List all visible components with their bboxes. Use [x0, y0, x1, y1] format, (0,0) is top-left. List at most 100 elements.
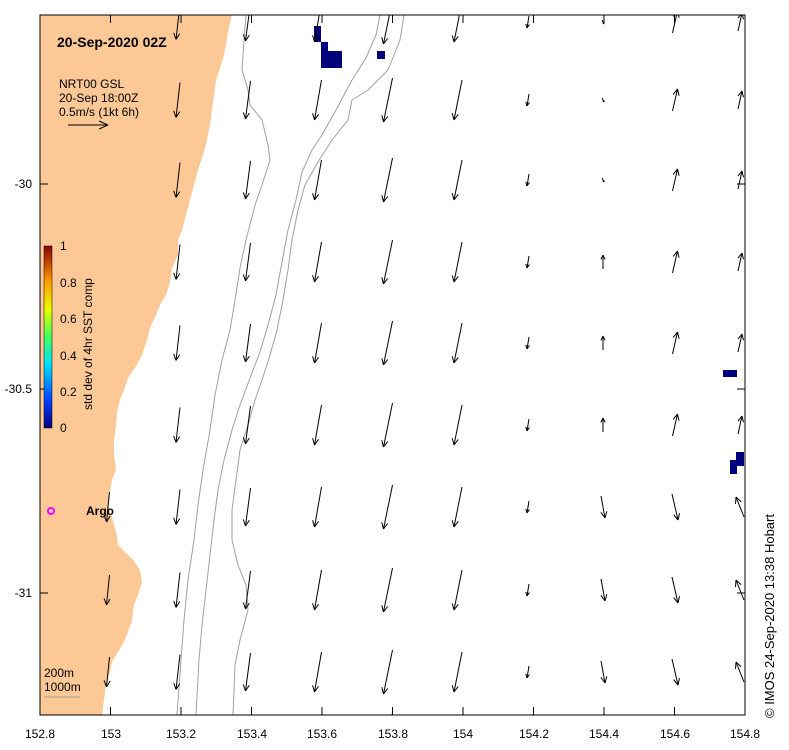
current-vector: [381, 649, 393, 695]
current-vector: [451, 159, 463, 201]
current-vector: [525, 336, 530, 350]
colorbar-tick: 0.6: [60, 312, 77, 326]
current-vector: [525, 255, 530, 269]
current-vector: [737, 15, 744, 32]
current-vector: [173, 489, 181, 525]
current-vector: [242, 570, 251, 610]
argo-float-marker: [47, 507, 55, 515]
x-tick-label: 153.8: [378, 727, 408, 741]
current-vector: [173, 572, 181, 608]
current-vector: [737, 252, 744, 272]
current-vector: [173, 162, 181, 198]
current-vector: [601, 97, 605, 103]
vector-legend-line1: NRT00 GSL: [59, 77, 124, 91]
current-vector: [737, 90, 744, 110]
current-vector: [672, 168, 680, 192]
x-tick-label: 153.6: [307, 727, 337, 741]
current-vector: [451, 241, 463, 283]
current-vector: [242, 405, 251, 445]
current-vector: [381, 402, 393, 448]
current-vector: [381, 567, 393, 613]
current-vector: [600, 578, 608, 602]
current-vector: [451, 404, 463, 446]
current-vector: [672, 15, 680, 34]
current-vector: [525, 93, 530, 107]
current-vector: [242, 652, 251, 692]
current-vector: [600, 335, 606, 350]
isobath-200m-line: [176, 15, 271, 715]
current-vector: [242, 323, 251, 363]
current-vector: [451, 15, 460, 43]
current-vectors: [103, 15, 745, 715]
current-vector: [600, 660, 608, 684]
current-vector: [737, 415, 744, 435]
current-vector: [381, 15, 390, 45]
current-vector: [312, 79, 322, 121]
current-vector: [525, 500, 530, 514]
colorbar-tick: 0.8: [60, 276, 77, 290]
map-title: 20-Sep-2020 02Z: [57, 34, 167, 50]
x-tick-label: 152.8: [25, 727, 55, 741]
y-tick-label: -31: [15, 586, 33, 600]
current-vector: [242, 160, 251, 200]
y-tick-label: -30: [15, 177, 33, 191]
current-vector: [173, 325, 181, 361]
colorbar-tick: 0: [60, 421, 67, 435]
current-vector: [312, 569, 322, 611]
current-vector: [173, 244, 181, 280]
imos-credit: © IMOS 24-Sep-2020 13:38 Hobart: [762, 514, 777, 718]
current-vector: [173, 654, 181, 690]
x-tick-label: 153.2: [166, 727, 196, 741]
current-vector: [242, 242, 251, 282]
vector-legend-line3: 0.5m/s (1kt 6h): [59, 105, 139, 119]
argo-label: Argo: [86, 504, 114, 518]
current-vector: [735, 661, 745, 683]
current-vector: [671, 658, 681, 686]
current-vector: [671, 576, 681, 604]
x-tick-label: 154.8: [730, 727, 760, 741]
isobath-legend-200m: 200m: [44, 666, 74, 680]
current-vector: [735, 579, 745, 601]
current-vector: [312, 322, 322, 364]
current-vector: [173, 82, 181, 118]
current-vector: [601, 177, 605, 183]
current-vector: [173, 15, 181, 40]
current-vector: [381, 77, 393, 123]
current-vector: [737, 333, 744, 353]
current-vector: [242, 487, 251, 527]
current-vector: [451, 486, 463, 528]
current-vector: [381, 239, 393, 285]
current-vector: [242, 80, 251, 120]
current-vector: [737, 170, 744, 190]
current-vector: [735, 496, 745, 518]
land-mass: [40, 15, 232, 715]
current-vector: [103, 574, 111, 606]
current-vector: [600, 254, 606, 269]
vector-legend-line2: 20-Sep 18:00Z: [59, 91, 138, 105]
current-vector: [381, 484, 393, 530]
current-vector: [600, 495, 608, 519]
isobath-1000m-inner-line: [195, 15, 381, 715]
isobath-legend-1000m: 1000m: [44, 680, 81, 694]
current-vector: [525, 173, 530, 187]
current-vector: [525, 15, 530, 29]
current-vector: [525, 665, 530, 679]
current-vector: [103, 491, 111, 523]
current-vector: [381, 157, 393, 203]
current-vector: [312, 241, 322, 283]
current-vector: [451, 322, 463, 364]
current-vector: [312, 15, 320, 43]
current-vector: [381, 320, 393, 366]
x-tick-label: 153: [101, 727, 121, 741]
x-tick-label: 154.4: [589, 727, 619, 741]
current-vector: [525, 418, 530, 432]
current-vector: [672, 88, 680, 112]
current-vector: [451, 79, 463, 121]
isobath-1000m-line: [231, 15, 405, 715]
current-vector: [671, 493, 681, 521]
colorbar-tick: 0.4: [60, 349, 77, 363]
vector-scale-arrow: [68, 120, 109, 130]
current-vector: [672, 331, 680, 355]
current-vector: [451, 569, 463, 611]
